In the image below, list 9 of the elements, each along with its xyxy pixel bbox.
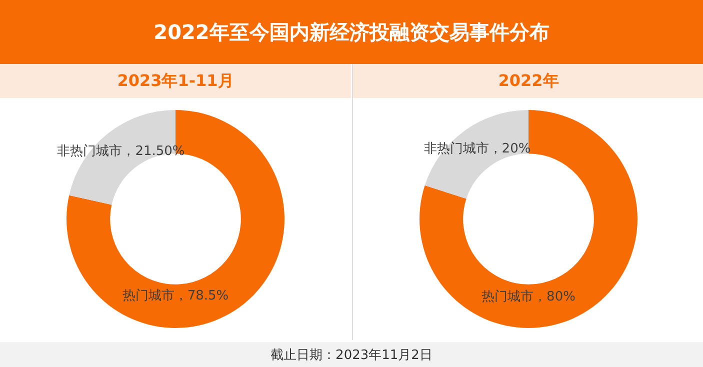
donut-slice xyxy=(420,110,638,328)
slice-label: 非热门城市，21.50% xyxy=(57,142,185,159)
text: 2022年至今国内新经济投融资交易事件分布 xyxy=(0,0,703,64)
chart-subtitle: 2022年 xyxy=(353,64,703,98)
chart-subtitle: 2023年1-11月 xyxy=(0,64,351,98)
slice-label: 热门城市，78.5% xyxy=(122,288,229,304)
slice-label: 热门城市，80% xyxy=(482,288,576,304)
donut-slice xyxy=(424,110,528,199)
text: 截止日期：2023年11月2日 xyxy=(0,342,703,367)
